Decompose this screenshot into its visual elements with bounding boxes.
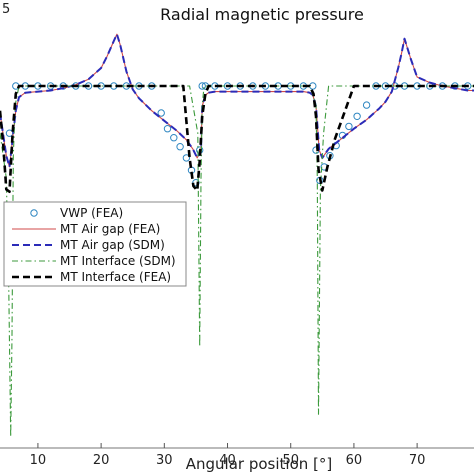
data-point [362,101,371,109]
data-point [176,143,184,151]
x-tick-label: 60 [346,453,363,468]
legend-label: MT Air gap (SDM) [60,238,165,252]
x-tick-label: 40 [219,453,236,468]
x-tick-label: 10 [30,453,47,468]
series-line-2 [0,33,474,168]
data-point [353,112,361,121]
series-line-3 [0,85,474,438]
legend-label: MT Air gap (FEA) [60,222,160,236]
legend-label: MT Interface (FEA) [60,270,171,284]
legend: VWP (FEA) MT Air gap (FEA) MT Air gap (SDM… [3,201,187,287]
chart-title: Radial magnetic pressure [160,5,364,24]
x-tick-label: 20 [93,453,110,468]
data-point [182,154,191,162]
x-tick-label: 30 [156,453,173,468]
legend-marker [30,209,38,217]
data-point [345,122,353,131]
data-point [198,82,206,90]
corner-label: 5 [2,2,10,17]
x-axis-ticks: 10 20 30 40 50 60 70 [30,443,426,468]
legend-label: VWP (FEA) [60,206,123,220]
x-tick-label: 70 [409,453,426,468]
series-vwp-fea-markers [5,82,472,187]
data-point [163,125,172,133]
series-line-1 [0,33,474,168]
plot-area [0,33,474,438]
data-point [157,109,165,117]
x-tick-label: 50 [282,453,299,468]
series-line-4 [0,84,474,193]
legend-label: MT Interface (SDM) [60,254,176,268]
x-axis-label: Angular position [°] [186,455,332,473]
data-point [170,134,178,142]
data-point [309,82,317,90]
